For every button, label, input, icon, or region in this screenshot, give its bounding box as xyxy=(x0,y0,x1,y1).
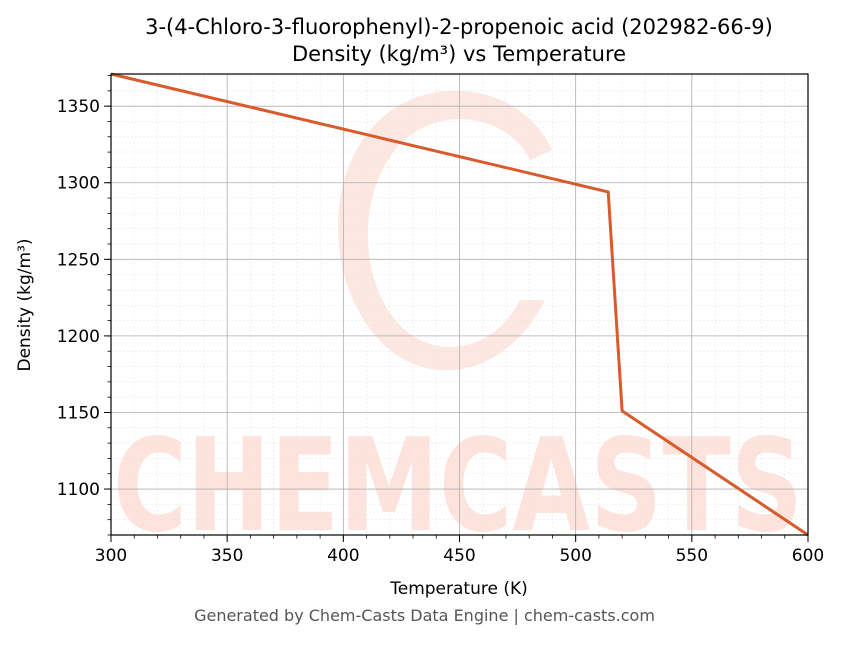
density-line xyxy=(110,72,809,537)
axis-ticks xyxy=(104,75,809,542)
x-tick-label: 300 xyxy=(95,546,127,566)
y-tick-label: 1100 xyxy=(57,480,100,500)
x-tick-label: 350 xyxy=(211,546,243,566)
x-axis-label: Temperature (K) xyxy=(389,579,528,599)
y-tick-label: 1200 xyxy=(57,327,100,347)
x-tick-label: 450 xyxy=(443,546,475,566)
y-tick-label: 1350 xyxy=(57,97,100,117)
y-tick-label: 1300 xyxy=(57,174,100,194)
x-tick-label: 600 xyxy=(792,546,824,566)
watermark: CHEMCASTS xyxy=(113,90,803,561)
watermark-logo-icon xyxy=(337,90,552,371)
x-tick-label: 550 xyxy=(676,546,708,566)
watermark-text: CHEMCASTS xyxy=(113,412,803,561)
y-tick-labels: 1100 1150 1200 1250 1300 1350 xyxy=(57,97,100,500)
x-tick-label: 400 xyxy=(327,546,359,566)
footer-credit: Generated by Chem-Casts Data Engine | ch… xyxy=(194,606,655,625)
x-tick-labels: 300 350 400 450 500 550 600 xyxy=(95,546,824,566)
major-grid xyxy=(110,74,809,535)
x-tick-label: 500 xyxy=(559,546,591,566)
y-tick-label: 1250 xyxy=(57,250,100,270)
y-tick-label: 1150 xyxy=(57,403,100,423)
chart-subtitle: Density (kg/m³) vs Temperature xyxy=(292,42,626,66)
chart-title: 3-(4-Chloro-3-fluorophenyl)-2-propenoic … xyxy=(145,15,773,39)
y-axis-label: Density (kg/m³) xyxy=(15,238,35,371)
series-layer xyxy=(110,72,809,537)
